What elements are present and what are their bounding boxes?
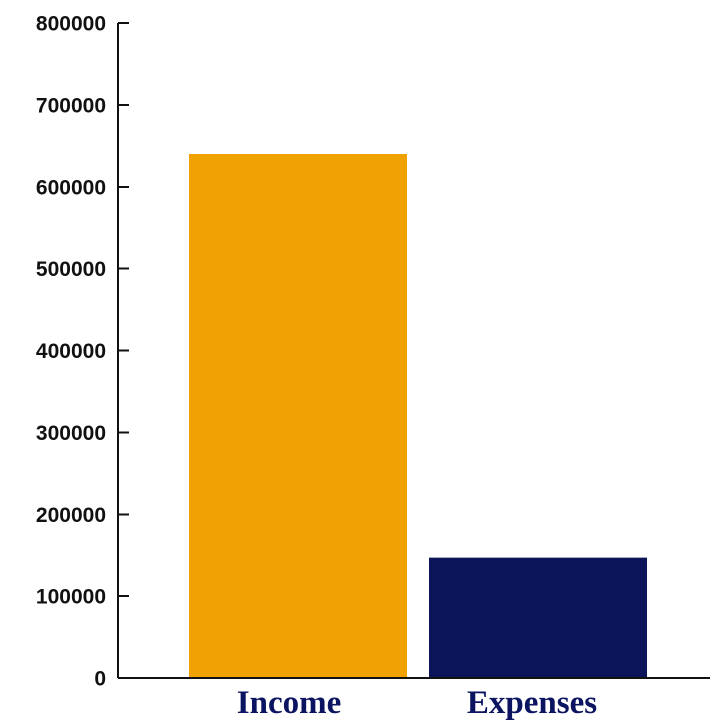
x-tick-label: Expenses	[467, 685, 597, 721]
y-tick-label: 200000	[36, 504, 106, 527]
bars-group	[189, 154, 647, 678]
bar-income	[189, 154, 407, 678]
y-tick-label: 0	[94, 668, 106, 691]
y-tick-label: 500000	[36, 258, 106, 281]
y-tick-label: 700000	[36, 94, 106, 117]
y-tick-label: 400000	[36, 340, 106, 363]
bar-expenses	[429, 557, 647, 678]
y-tick-label: 100000	[36, 586, 106, 609]
y-tick-label: 800000	[36, 13, 106, 36]
y-tick-label: 600000	[36, 176, 106, 199]
x-labels-group: Income Expenses	[237, 685, 597, 721]
y-ticks-group: 0 100000 200000 300000 400000 500000 600000 700…	[36, 13, 129, 691]
y-tick-label: 300000	[36, 422, 106, 445]
x-tick-label: Income	[237, 685, 341, 721]
